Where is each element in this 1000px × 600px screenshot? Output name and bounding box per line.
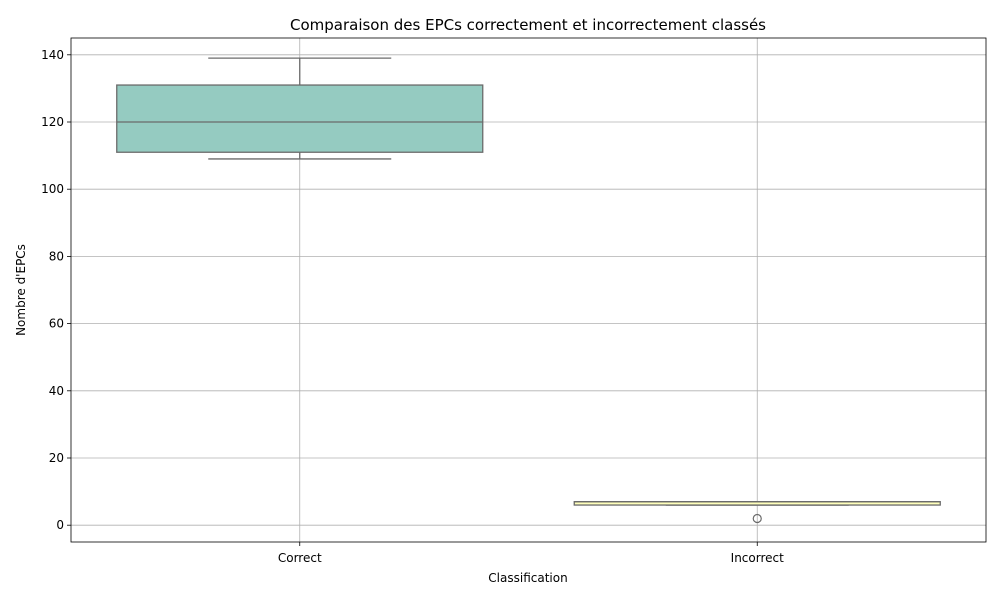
x-tick-label: Incorrect	[731, 551, 784, 565]
chart-title: Comparaison des EPCs correctement et inc…	[290, 16, 766, 34]
y-axis-ticks: 0 20 40 60 80 100 120 140	[41, 48, 71, 532]
box-group-incorrect	[573, 501, 941, 524]
y-tick-label: 20	[49, 451, 64, 465]
y-tick-label: 140	[41, 48, 64, 62]
y-tick-label: 100	[41, 182, 64, 196]
plot-frame	[70, 37, 987, 543]
x-tick-label: Correct	[278, 551, 322, 565]
x-axis-label: Classification	[488, 571, 567, 585]
outlier-point	[752, 513, 762, 524]
boxes	[116, 57, 941, 524]
y-tick-label: 40	[49, 384, 64, 398]
box-group-correct	[116, 57, 484, 160]
y-tick-label: 80	[49, 249, 64, 263]
box	[116, 84, 484, 153]
y-tick-label: 0	[56, 518, 64, 532]
y-axis-label: Nombre d'EPCs	[14, 244, 28, 336]
y-tick-label: 60	[49, 317, 64, 331]
x-axis-ticks: Correct Incorrect	[278, 542, 784, 565]
y-tick-label: 120	[41, 115, 64, 129]
